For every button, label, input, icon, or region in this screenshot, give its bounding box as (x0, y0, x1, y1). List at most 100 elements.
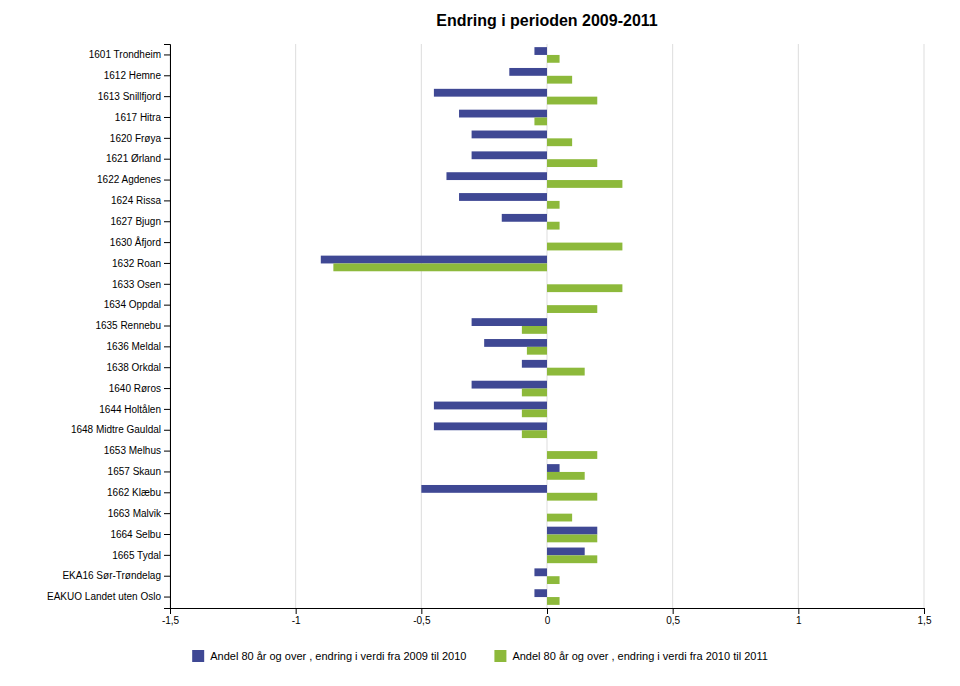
bar (321, 256, 547, 264)
y-tick-mark (164, 75, 170, 76)
y-tick: 1665 Tydal (112, 550, 170, 561)
bar (472, 151, 547, 159)
y-tick-mark (164, 180, 170, 181)
bar (434, 89, 547, 97)
x-tick: -0,5 (413, 608, 431, 626)
grid (170, 44, 924, 608)
bar (522, 389, 547, 397)
bar (472, 131, 547, 139)
bar (547, 222, 560, 230)
bar (547, 235, 548, 243)
y-tick-label: 1617 Hitra (115, 112, 162, 123)
y-tick: 1620 Frøya (110, 133, 170, 144)
y-tick-label: 1633 Osen (112, 278, 161, 289)
plot: -1,5-1-0,500,511,51601 Trondheim1612 Hem… (47, 44, 932, 626)
x-tick: 1 (796, 608, 802, 626)
y-tick-mark (164, 513, 170, 514)
grid-line (924, 44, 925, 608)
bar (522, 430, 547, 438)
y-tick-label: EAKUO Landet uten Oslo (47, 591, 161, 602)
bar (547, 243, 622, 251)
y-tick-label: 1663 Malvik (108, 508, 162, 519)
bar (547, 443, 548, 451)
y-tick-mark (164, 597, 170, 598)
bar (534, 117, 547, 125)
bar (547, 180, 622, 188)
bar (547, 597, 560, 605)
x-axis: -1,5-1-0,500,511,5 (162, 608, 932, 626)
y-tick-mark (164, 451, 170, 452)
y-tick: 1624 Rissa (111, 195, 170, 206)
y-tick-label: 1620 Frøya (110, 133, 162, 144)
bar (459, 193, 547, 201)
bar (547, 576, 560, 584)
x-tick: 1,5 (918, 608, 932, 626)
y-tick-label: 1622 Agdenes (97, 174, 161, 185)
y-tick-label: 1634 Oppdal (104, 299, 161, 310)
y-tick-label: 1662 Klæbu (107, 487, 161, 498)
bar (547, 76, 572, 84)
y-axis: 1601 Trondheim1612 Hemne1613 Snillfjord1… (47, 45, 170, 609)
bar (333, 263, 547, 271)
bar (459, 110, 547, 118)
x-tick-mark (547, 608, 548, 614)
legend: Andel 80 år og over , endring i verdi fr… (192, 650, 768, 662)
x-tick-label: -1 (292, 615, 301, 626)
title: Endring i perioden 2009-2011 (436, 12, 658, 29)
y-tick: 1632 Roan (112, 258, 170, 269)
y-axis-line (164, 45, 171, 609)
bar (522, 409, 547, 417)
y-tick-mark (164, 96, 170, 97)
y-tick: 1613 Snillfjord (98, 91, 170, 102)
bar (547, 305, 597, 313)
y-tick: 1612 Hemne (104, 70, 170, 81)
y-tick-mark (164, 555, 170, 556)
y-tick: 1663 Malvik (108, 508, 170, 519)
y-tick-label: 1636 Meldal (107, 341, 161, 352)
bar (522, 360, 547, 368)
y-tick: 1635 Rennebu (95, 320, 170, 331)
bar (509, 68, 547, 76)
bar (472, 318, 547, 326)
bar (547, 555, 597, 563)
y-tick: 1644 Holtålen (99, 404, 170, 415)
y-tick-label: 1648 Midtre Gauldal (71, 424, 161, 435)
legend-item: Andel 80 år og over , endring i verdi fr… (192, 650, 466, 662)
x-tick-mark (421, 608, 422, 614)
y-tick: 1636 Meldal (107, 341, 170, 352)
y-tick-label: 1644 Holtålen (99, 404, 161, 415)
x-tick: 0 (545, 608, 551, 626)
y-tick-mark (164, 534, 170, 535)
y-tick-mark (164, 326, 170, 327)
y-tick-label: 1657 Skaun (108, 466, 161, 477)
bar (472, 381, 547, 389)
bar (547, 506, 548, 514)
y-tick-mark (164, 430, 170, 431)
y-tick-label: 1630 Åfjord (110, 236, 161, 248)
x-tick: 0,5 (666, 608, 680, 626)
legend-swatch (494, 650, 506, 662)
legend-swatch (192, 650, 204, 662)
y-tick-mark (164, 471, 170, 472)
y-tick-label: EKA16 Sør-Trøndelag (62, 570, 161, 581)
y-tick-label: 1653 Melhus (104, 445, 161, 456)
bar (547, 159, 597, 167)
y-tick: 1640 Røros (109, 383, 170, 394)
grid-line (421, 44, 422, 608)
bar (527, 347, 547, 355)
bar (547, 527, 597, 535)
y-tick: 1657 Skaun (108, 466, 170, 477)
bar (446, 172, 547, 180)
legend-label: Andel 80 år og over , endring i verdi fr… (210, 650, 466, 662)
bar (547, 472, 585, 480)
y-tick: 1648 Midtre Gauldal (71, 424, 170, 435)
y-tick-mark (164, 200, 170, 201)
y-tick-mark (164, 367, 170, 368)
x-tick-mark (296, 608, 297, 614)
y-tick-mark (164, 263, 170, 264)
y-tick: 1634 Oppdal (104, 299, 170, 310)
y-tick-label: 1665 Tydal (112, 550, 161, 561)
y-tick-mark (164, 117, 170, 118)
bar (534, 568, 547, 576)
chart: -1,5-1-0,500,511,51601 Trondheim1612 Hem… (0, 0, 960, 686)
